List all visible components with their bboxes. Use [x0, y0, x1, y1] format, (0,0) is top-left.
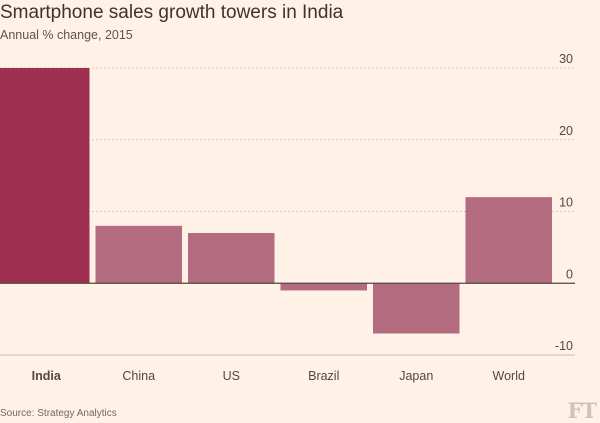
chart-title: Smartphone sales growth towers in India: [0, 2, 344, 23]
bar-japan: [373, 283, 460, 334]
bar-world: [465, 197, 552, 284]
bar-india: [0, 68, 90, 284]
bar-brazil: [280, 283, 367, 291]
chart-subtitle: Annual % change, 2015: [0, 28, 133, 42]
grid-lines: [0, 67, 575, 356]
x-tick-label: US: [223, 369, 240, 383]
x-tick-label: World: [493, 369, 525, 383]
x-tick-label: Japan: [399, 369, 433, 383]
bar-china: [95, 225, 182, 284]
x-tick-label: India: [32, 369, 62, 383]
y-tick-label: 30: [559, 52, 573, 66]
y-tick-label: -10: [555, 339, 573, 353]
labels: 30 20 10 0 -10 India China US Brazil Japan World: [32, 52, 573, 383]
bars: [0, 68, 552, 334]
ft-logo: FT: [567, 398, 597, 423]
x-tick-label: Brazil: [308, 369, 339, 383]
x-tick-label: China: [122, 369, 155, 383]
y-tick-label: 0: [566, 267, 573, 281]
source-note: Source: Strategy Analytics: [0, 408, 117, 419]
y-tick-label: 10: [559, 196, 573, 210]
bar-us: [188, 233, 275, 284]
y-tick-label: 20: [559, 124, 573, 138]
